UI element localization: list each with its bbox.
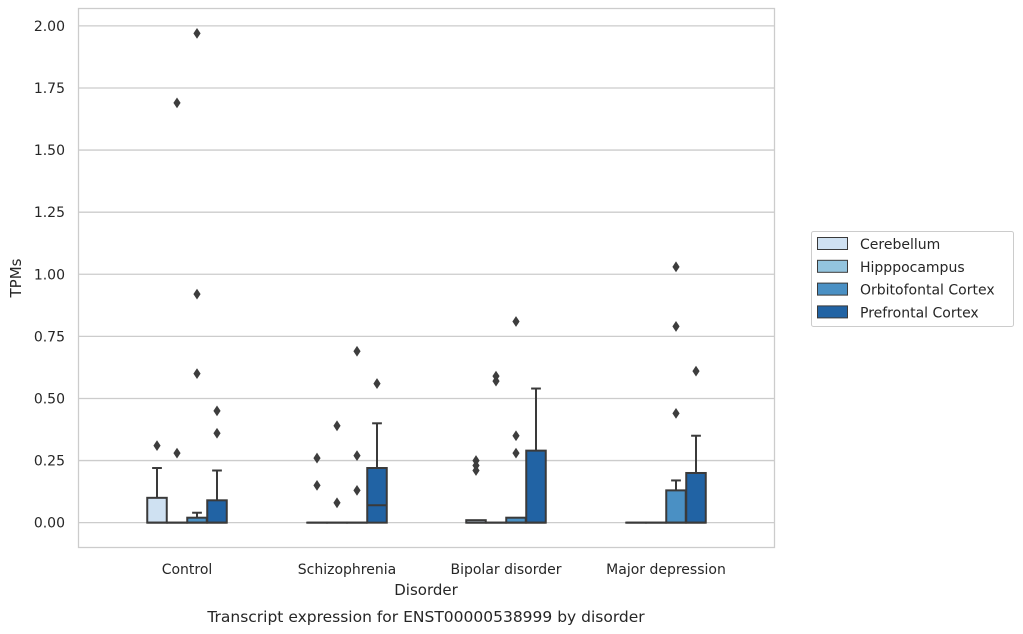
- outlier-point: [512, 447, 520, 459]
- y-axis-title: TPMs: [7, 258, 25, 298]
- outlier-point: [333, 420, 341, 432]
- box-cerebellum: [465, 519, 487, 524]
- box: [685, 471, 707, 524]
- outlier-point: [153, 440, 161, 452]
- outlier-point: [313, 452, 321, 464]
- box-prefrontal-cortex: [206, 469, 228, 524]
- legend-label: Cerebellum: [860, 237, 940, 253]
- x-tick-label: Schizophrenia: [298, 562, 396, 578]
- y-tick-label: 0.50: [34, 391, 65, 407]
- outlier-point: [333, 497, 341, 509]
- legend-frame: [811, 231, 1014, 327]
- x-tick-label: Major depression: [606, 562, 726, 578]
- outlier-point: [193, 288, 201, 300]
- y-tick-label: 0.00: [34, 516, 65, 532]
- outlier-point: [672, 321, 680, 332]
- boxes: [146, 387, 707, 524]
- y-tick-label: 0.75: [34, 329, 65, 345]
- outlier-point: [313, 480, 321, 491]
- outlier-point: [512, 316, 520, 327]
- outlier-point: [672, 261, 680, 273]
- outliers: [153, 27, 700, 509]
- y-tick-labels: 0.00 0.25 0.50 0.75 1.00 1.25 1.50 1.75 2.00: [34, 19, 65, 532]
- y-tick-label: 1.50: [34, 143, 65, 159]
- box-prefrontal-cortex: [525, 387, 547, 524]
- box: [525, 449, 547, 524]
- outlier-point: [213, 405, 221, 417]
- y-tick-label: 1.25: [34, 205, 65, 221]
- box: [146, 496, 168, 524]
- x-tick-label: Control: [162, 562, 213, 578]
- box: [366, 467, 388, 524]
- outlier-point: [373, 378, 381, 389]
- outlier-point: [213, 427, 221, 439]
- y-tick-label: 1.00: [34, 267, 65, 283]
- legend-swatch: [817, 237, 848, 250]
- legend-swatch: [817, 305, 848, 319]
- outlier-point: [353, 345, 361, 357]
- y-tick-label: 0.25: [34, 454, 65, 470]
- legend-label: Prefrontal Cortex: [860, 305, 979, 321]
- legend: Cerebellum Hipppocampus Orbitofontal Corte…: [811, 231, 1014, 327]
- box-prefrontal-cortex: [366, 422, 388, 524]
- box: [665, 489, 687, 524]
- box-prefrontal-cortex: [685, 434, 707, 524]
- outlier-point: [173, 447, 181, 459]
- plot-frame: [77, 7, 776, 549]
- legend-label: Orbitofontal Cortex: [860, 283, 995, 299]
- outlier-point: [512, 430, 520, 442]
- outlier-point: [353, 450, 361, 461]
- x-tick-label: Bipolar disorder: [450, 562, 561, 578]
- outlier-point: [692, 365, 700, 377]
- legend-label: Hipppocampus: [860, 260, 965, 276]
- box: [206, 499, 228, 524]
- y-tick-label: 1.75: [34, 81, 65, 97]
- y-tick-label: 2.00: [34, 19, 65, 35]
- legend-swatch: [817, 259, 848, 273]
- outlier-point: [193, 27, 201, 39]
- gridlines: [78, 25, 775, 524]
- outlier-point: [472, 465, 480, 476]
- outlier-point: [173, 97, 181, 109]
- chart-caption: Transcript expression for ENST0000053899…: [206, 608, 645, 626]
- x-axis-title: Disorder: [394, 581, 458, 599]
- outlier-point: [193, 368, 201, 380]
- legend-swatch: [817, 282, 848, 296]
- x-tick-labels: Control Schizophrenia Bipolar disorder Majo…: [162, 562, 726, 578]
- box-cerebellum: [146, 467, 168, 524]
- box-orbitofontal-cortex: [186, 511, 208, 524]
- box-orbitofontal-cortex: [505, 516, 527, 524]
- outlier-point: [353, 484, 361, 496]
- outlier-point: [672, 407, 680, 419]
- box-orbitofontal-cortex: [665, 479, 687, 524]
- outlier-point: [492, 375, 500, 387]
